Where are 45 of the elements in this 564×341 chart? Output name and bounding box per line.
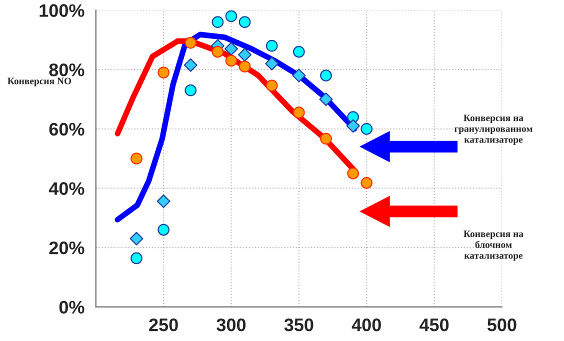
y-tick-label: 80% — [49, 64, 84, 76]
point — [212, 16, 224, 28]
point — [156, 194, 170, 208]
point — [265, 56, 279, 70]
point — [130, 252, 142, 264]
point — [130, 232, 144, 246]
point — [347, 167, 359, 180]
y-tick-label: 100% — [40, 4, 84, 17]
x-tick-label: 400 — [352, 318, 381, 332]
y-axis-title: Конверсия NO — [8, 78, 72, 86]
x-tick-label: 250 — [149, 318, 178, 332]
point — [319, 92, 333, 106]
point — [292, 46, 305, 58]
point — [292, 106, 305, 119]
point — [346, 119, 360, 133]
point — [184, 58, 198, 72]
y-tick-label: 40% — [48, 182, 84, 195]
point — [224, 42, 238, 56]
point — [158, 66, 170, 78]
point — [184, 84, 197, 96]
point — [225, 10, 238, 22]
point — [238, 16, 251, 28]
point — [360, 122, 373, 135]
point — [130, 152, 142, 164]
x-tick-label: 350 — [284, 318, 314, 332]
annotation: Конверсия на гранулированном катализаторе — [454, 114, 532, 145]
point — [292, 68, 306, 82]
x-tick-label: 300 — [216, 318, 246, 332]
point — [266, 80, 278, 92]
point — [320, 132, 332, 145]
y-tick-label: 60% — [49, 122, 84, 136]
point — [158, 224, 170, 236]
point — [238, 48, 252, 62]
y-tick-label: 20% — [49, 242, 84, 254]
point — [360, 176, 373, 189]
point — [184, 36, 197, 49]
x-tick-label: 500 — [487, 318, 516, 332]
point — [238, 60, 251, 73]
y-tick-label: 0% — [59, 300, 84, 314]
point — [225, 54, 238, 67]
point — [212, 46, 224, 58]
point — [320, 70, 332, 82]
annotation: Конверсия на блочном катализаторе — [464, 230, 524, 261]
x-tick-label: 450 — [419, 318, 449, 332]
point — [266, 40, 278, 52]
